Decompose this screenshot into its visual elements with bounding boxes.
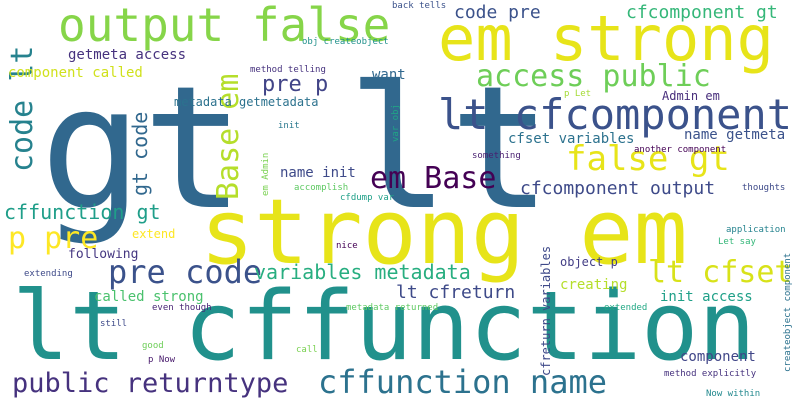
- word: lt cffunction: [12, 272, 756, 382]
- word: lt cfcomponent: [438, 90, 793, 139]
- word: call: [296, 345, 318, 355]
- word: cfreturn variables: [539, 245, 553, 376]
- word: cfcomponent output: [520, 178, 716, 199]
- word: application: [726, 225, 786, 235]
- word: p Now: [148, 355, 176, 365]
- word: called strong: [94, 289, 204, 305]
- word: want: [372, 67, 406, 83]
- word: metadata getmetadata: [174, 95, 319, 109]
- word: component called: [8, 65, 143, 81]
- word: thoughts: [742, 183, 786, 193]
- word: even though: [152, 303, 212, 313]
- word: back tells: [392, 1, 447, 11]
- word: getmeta access: [68, 47, 187, 63]
- word: something: [472, 151, 521, 161]
- word: cfcomponent gt: [626, 2, 778, 23]
- word: em Admin: [261, 152, 271, 196]
- word: Base em: [211, 73, 246, 200]
- word: lt cfreturn: [396, 282, 516, 303]
- word: init access: [660, 289, 753, 305]
- word: cfset variables: [508, 131, 635, 147]
- word: Now within: [706, 389, 761, 399]
- word: p Let: [564, 89, 592, 99]
- word: metadata returned: [346, 303, 439, 313]
- word: pre code: [108, 253, 263, 291]
- word: extending: [24, 269, 73, 279]
- word: good: [142, 341, 164, 351]
- word: name getmeta: [684, 127, 786, 143]
- word: object p: [560, 255, 618, 269]
- word: variables metadata: [254, 260, 471, 284]
- word: following: [68, 247, 139, 262]
- word: method telling: [250, 65, 326, 75]
- word: extend: [132, 227, 176, 241]
- word: method explicitly: [664, 369, 757, 379]
- word: pre p: [262, 72, 329, 97]
- word: p pre: [8, 221, 99, 256]
- word: createobject component: [783, 252, 793, 372]
- word: gt lt: [40, 50, 552, 248]
- word: em strong: [438, 2, 774, 75]
- word: Admin em: [662, 89, 720, 103]
- word: lt cfset: [648, 255, 793, 290]
- word: obj createobject: [302, 37, 389, 47]
- word: gt code: [128, 111, 152, 196]
- word: cffunction name: [318, 363, 607, 400]
- word: em Base: [370, 161, 497, 196]
- word: access public: [476, 59, 711, 94]
- word: output false: [58, 0, 391, 52]
- word: another component: [634, 145, 727, 155]
- word: code pre: [454, 2, 541, 23]
- word: false gt: [566, 139, 730, 179]
- word: component: [680, 349, 756, 365]
- word: public returntype: [12, 368, 289, 399]
- word: Let say: [718, 237, 756, 247]
- word: accomplish: [294, 183, 349, 193]
- word: extended: [604, 303, 648, 313]
- word: strong em: [200, 180, 688, 285]
- word: name init: [280, 165, 356, 181]
- word: var obj: [391, 104, 401, 142]
- word: cffunction gt: [4, 200, 161, 224]
- word: nice: [336, 241, 358, 251]
- word: init: [278, 121, 300, 131]
- word: still: [100, 319, 128, 329]
- word: cfdump var: [340, 193, 395, 203]
- word: creating: [560, 277, 628, 293]
